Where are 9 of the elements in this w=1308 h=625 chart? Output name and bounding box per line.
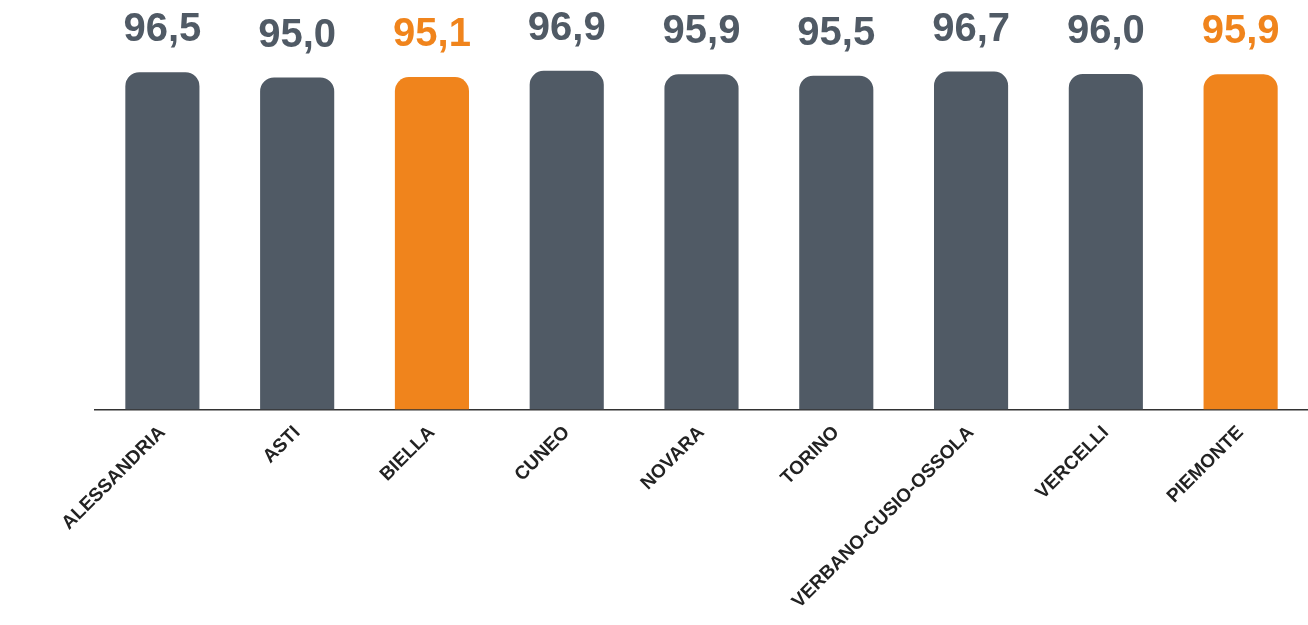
data-label: 95,0 (258, 10, 337, 55)
data-label: 95,1 (393, 10, 471, 55)
data-label: 96,9 (527, 3, 606, 48)
data-label: 96,7 (932, 4, 1010, 49)
data-label: 96,5 (123, 5, 202, 50)
data-label: 96,0 (1066, 7, 1145, 52)
data-label: 95,5 (797, 8, 876, 53)
data-label: 95,9 (662, 7, 741, 52)
data-label: 95,9 (1201, 7, 1280, 52)
